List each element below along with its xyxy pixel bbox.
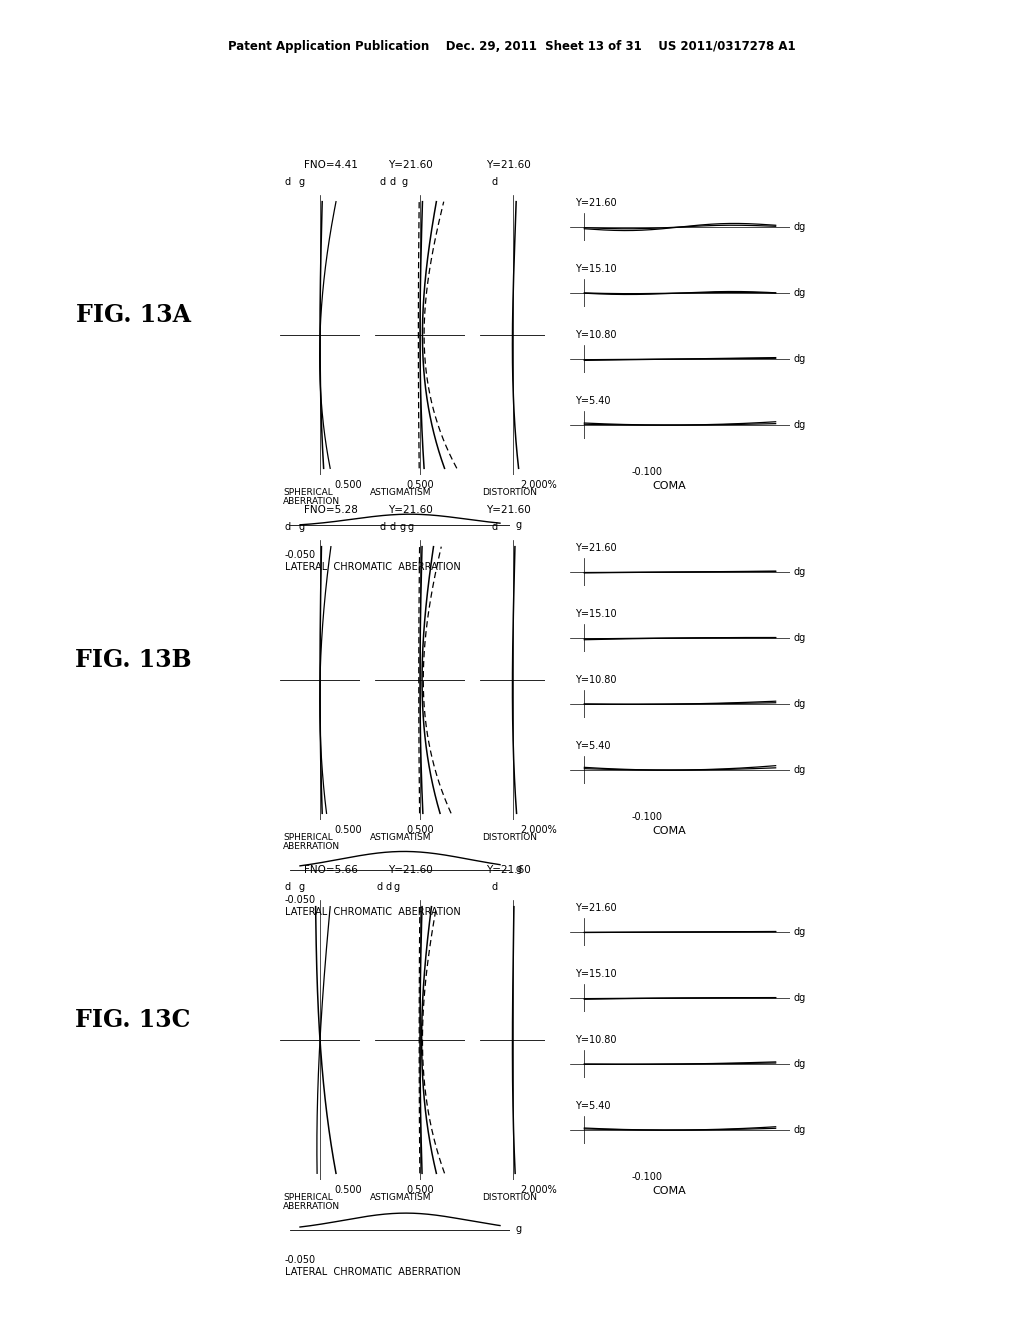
Text: dg: dg: [793, 420, 805, 430]
Text: Y=21.60: Y=21.60: [486, 865, 531, 875]
Text: COMA: COMA: [652, 480, 686, 491]
Text: ASTIGMATISM: ASTIGMATISM: [370, 833, 431, 842]
Text: 2.000%: 2.000%: [520, 1185, 557, 1195]
Text: FIG. 13A: FIG. 13A: [76, 304, 190, 327]
Text: dg: dg: [793, 222, 805, 232]
Text: Y=15.10: Y=15.10: [575, 969, 616, 979]
Text: d: d: [390, 521, 396, 532]
Text: g: g: [515, 865, 521, 874]
Text: d: d: [285, 882, 291, 892]
Text: SPHERICAL: SPHERICAL: [283, 833, 333, 842]
Text: -0.100: -0.100: [632, 467, 663, 477]
Text: DISTORTION: DISTORTION: [482, 1193, 537, 1203]
Text: g: g: [299, 882, 305, 892]
Text: dg: dg: [793, 927, 805, 937]
Text: Y=5.40: Y=5.40: [575, 1101, 610, 1111]
Text: 2.000%: 2.000%: [520, 480, 557, 490]
Text: d: d: [380, 177, 386, 187]
Text: ABERRATION: ABERRATION: [283, 842, 340, 851]
Text: Y=21.60: Y=21.60: [486, 160, 531, 170]
Text: d: d: [492, 882, 498, 892]
Text: g: g: [515, 1225, 521, 1234]
Text: COMA: COMA: [652, 826, 686, 836]
Text: DISTORTION: DISTORTION: [482, 833, 537, 842]
Text: g: g: [394, 882, 400, 892]
Text: Y=21.60: Y=21.60: [575, 543, 616, 553]
Text: d: d: [386, 882, 392, 892]
Text: -0.100: -0.100: [632, 812, 663, 822]
Text: LATERAL  CHROMATIC  ABERRATION: LATERAL CHROMATIC ABERRATION: [285, 907, 461, 917]
Text: dg: dg: [793, 568, 805, 577]
Text: ASTIGMATISM: ASTIGMATISM: [370, 1193, 431, 1203]
Text: FNO=5.66: FNO=5.66: [304, 865, 357, 875]
Text: ASTIGMATISM: ASTIGMATISM: [370, 488, 431, 496]
Text: Y=10.80: Y=10.80: [575, 330, 616, 341]
Text: DISTORTION: DISTORTION: [482, 488, 537, 496]
Text: Y=21.60: Y=21.60: [388, 160, 433, 170]
Text: ABERRATION: ABERRATION: [283, 498, 340, 506]
Text: 2.000%: 2.000%: [520, 825, 557, 836]
Text: Y=21.60: Y=21.60: [575, 198, 616, 209]
Text: LATERAL  CHROMATIC  ABERRATION: LATERAL CHROMATIC ABERRATION: [285, 1267, 461, 1276]
Text: Y=5.40: Y=5.40: [575, 741, 610, 751]
Text: 0.500: 0.500: [407, 1185, 434, 1195]
Text: ABERRATION: ABERRATION: [283, 1203, 340, 1212]
Text: dg: dg: [793, 1059, 805, 1069]
Text: d: d: [390, 177, 396, 187]
Text: FNO=4.41: FNO=4.41: [304, 160, 357, 170]
Text: FIG. 13B: FIG. 13B: [75, 648, 191, 672]
Text: FIG. 13C: FIG. 13C: [76, 1008, 190, 1032]
Text: d: d: [285, 521, 291, 532]
Text: 0.500: 0.500: [334, 1185, 361, 1195]
Text: SPHERICAL: SPHERICAL: [283, 488, 333, 496]
Text: Y=10.80: Y=10.80: [575, 1035, 616, 1045]
Text: Y=15.10: Y=15.10: [575, 609, 616, 619]
Text: g: g: [402, 177, 408, 187]
Text: g: g: [408, 521, 414, 532]
Text: -0.050: -0.050: [285, 1255, 316, 1265]
Text: FNO=5.28: FNO=5.28: [304, 506, 357, 515]
Text: Y=15.10: Y=15.10: [575, 264, 616, 275]
Text: -0.050: -0.050: [285, 550, 316, 560]
Text: g: g: [299, 177, 305, 187]
Text: dg: dg: [793, 993, 805, 1003]
Text: Y=21.60: Y=21.60: [486, 506, 531, 515]
Text: 0.500: 0.500: [334, 480, 361, 490]
Text: COMA: COMA: [652, 1185, 686, 1196]
Text: d: d: [377, 882, 383, 892]
Text: g: g: [515, 520, 521, 529]
Text: Y=10.80: Y=10.80: [575, 675, 616, 685]
Text: Y=21.60: Y=21.60: [388, 506, 433, 515]
Text: d: d: [380, 521, 386, 532]
Text: dg: dg: [793, 288, 805, 298]
Text: d: d: [492, 177, 498, 187]
Text: 0.500: 0.500: [407, 480, 434, 490]
Text: dg: dg: [793, 1125, 805, 1135]
Text: LATERAL  CHROMATIC  ABERRATION: LATERAL CHROMATIC ABERRATION: [285, 562, 461, 572]
Text: -0.050: -0.050: [285, 895, 316, 906]
Text: 0.500: 0.500: [407, 825, 434, 836]
Text: d: d: [285, 177, 291, 187]
Text: d: d: [492, 521, 498, 532]
Text: SPHERICAL: SPHERICAL: [283, 1193, 333, 1203]
Text: g: g: [400, 521, 407, 532]
Text: dg: dg: [793, 700, 805, 709]
Text: dg: dg: [793, 634, 805, 643]
Text: Y=5.40: Y=5.40: [575, 396, 610, 407]
Text: Patent Application Publication    Dec. 29, 2011  Sheet 13 of 31    US 2011/03172: Patent Application Publication Dec. 29, …: [228, 40, 796, 53]
Text: -0.100: -0.100: [632, 1172, 663, 1181]
Text: Y=21.60: Y=21.60: [575, 903, 616, 913]
Text: 0.500: 0.500: [334, 825, 361, 836]
Text: Y=21.60: Y=21.60: [388, 865, 433, 875]
Text: g: g: [299, 521, 305, 532]
Text: dg: dg: [793, 766, 805, 775]
Text: dg: dg: [793, 354, 805, 364]
